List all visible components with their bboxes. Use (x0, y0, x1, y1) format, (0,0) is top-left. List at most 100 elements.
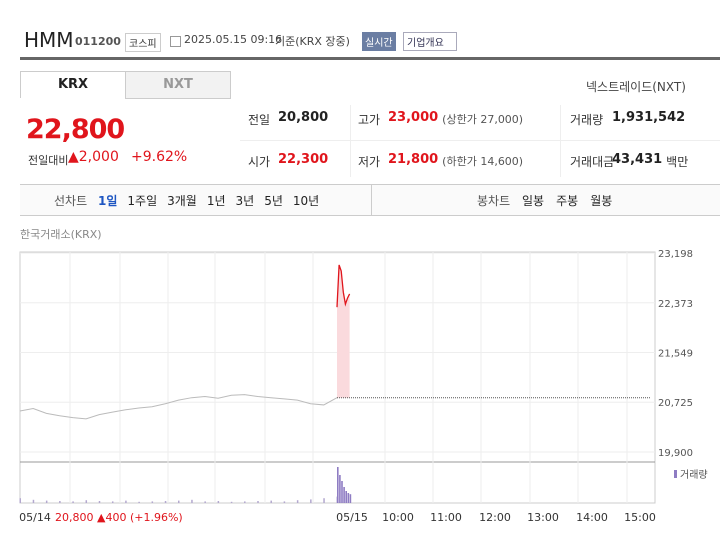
volume-bar (339, 475, 341, 503)
stat-label: 거래대금 (570, 155, 615, 169)
y-tick-label: 22,373 (658, 299, 693, 310)
today-area (337, 264, 350, 398)
line-chart-label: 선차트 (54, 194, 88, 208)
volume-bar (349, 494, 352, 503)
candle-tab[interactable]: 주봉 (556, 194, 579, 208)
volume-bar (341, 481, 343, 503)
stat-unit: 백만 (666, 155, 689, 169)
volume-bar (217, 501, 220, 503)
period-tab[interactable]: 5년 (264, 194, 283, 208)
stats-divider (350, 105, 351, 177)
nextrade-link[interactable]: 넥스트레이드(NXT) (586, 80, 686, 94)
volume-bar (323, 498, 325, 503)
stat-value: 22,300 (278, 152, 329, 167)
x-tick-label: 13:00 (527, 511, 559, 524)
volume-bar (45, 500, 48, 503)
change-amount: ▲2,000 (68, 149, 119, 165)
volume-bar (151, 501, 154, 503)
volume-bar (204, 501, 206, 503)
company-button[interactable]: 기업개요 (403, 32, 457, 51)
stat-value: 43,431 (612, 152, 663, 167)
calendar-icon (170, 36, 181, 47)
stat-label: 저가 (358, 155, 381, 169)
volume-bar (111, 501, 114, 503)
chart-source: 한국거래소(KRX) (20, 228, 102, 241)
volume-legend: 거래량 (680, 469, 708, 481)
x-tick-label: 05/15 (336, 511, 368, 524)
tab-nxt[interactable]: NXT (125, 71, 231, 99)
volume-bar (164, 501, 167, 503)
stock-code: 011200 (75, 35, 121, 48)
volume-bar (85, 500, 88, 503)
period-tab[interactable]: 1일 (98, 194, 118, 208)
period-tab[interactable]: 3개월 (167, 194, 197, 208)
period-divider (371, 184, 372, 215)
volume-bar (19, 498, 21, 503)
volume-bar (347, 493, 350, 503)
volume-bar (296, 500, 299, 503)
volume-bar (32, 499, 35, 503)
volume-bar (72, 501, 74, 503)
volume-bar (98, 501, 101, 503)
stat-label: 거래량 (570, 113, 604, 127)
volume-bar (345, 491, 347, 503)
current-price: 22,800 (26, 114, 125, 145)
stat-label: 전일 (248, 113, 271, 127)
period-bar (20, 184, 720, 216)
change-rate: +9.62% (131, 149, 188, 165)
prev-day-line (19, 394, 338, 420)
footer-summary: 20,800 ▲400 (+1.96%) (55, 511, 183, 524)
volume-bar (244, 501, 246, 503)
stat-value: 23,000 (388, 110, 439, 125)
volume-bar (310, 499, 312, 503)
x-tick-label: 12:00 (479, 511, 511, 524)
stat-note: (상한가 27,000) (442, 113, 524, 126)
stat-value: 1,931,542 (612, 110, 686, 125)
volume-bar (283, 501, 286, 503)
period-tab[interactable]: 1주일 (127, 194, 158, 208)
stock-name: HMM (24, 28, 74, 52)
x-tick-label: 11:00 (430, 511, 462, 524)
volume-bar (257, 501, 259, 503)
header-rule (20, 57, 720, 60)
change-label: 전일대비 (28, 154, 69, 167)
volume-bar (191, 499, 193, 503)
volume-bar (270, 500, 272, 503)
datetime: 2025.05.15 09:16 (184, 33, 283, 46)
volume-bar (337, 467, 339, 503)
stat-value: 21,800 (388, 152, 439, 167)
market-badge: 코스피 (125, 33, 161, 52)
volume-bar (230, 501, 233, 503)
y-tick-label: 23,198 (658, 249, 693, 260)
today-line (336, 264, 351, 308)
stat-value: 20,800 (278, 110, 329, 125)
candle-tab[interactable]: 일봉 (522, 194, 545, 208)
stat-note: (하한가 14,600) (442, 155, 524, 168)
basis: 기준(KRX 장중) (275, 35, 350, 48)
stat-label: 시가 (248, 155, 271, 169)
realtime-button[interactable]: 실시간 (362, 32, 396, 51)
candle-tab[interactable]: 월봉 (590, 194, 613, 208)
period-tab[interactable]: 3년 (235, 194, 255, 208)
volume-bar (138, 501, 140, 503)
volume-bar (178, 500, 180, 503)
x-tick-label: 14:00 (576, 511, 608, 524)
x-tick-label: 15:00 (624, 511, 656, 524)
y-tick-label: 20,725 (658, 398, 693, 409)
period-tab[interactable]: 1년 (206, 194, 226, 208)
stats-divider (240, 140, 720, 141)
x-tick-label: 05/14 (19, 511, 51, 524)
volume-bar (343, 487, 345, 503)
stat-label: 고가 (358, 113, 381, 127)
period-tab[interactable]: 10년 (292, 194, 320, 208)
x-tick-label: 10:00 (382, 511, 414, 524)
candle-chart-label: 봉차트 (477, 194, 511, 208)
volume-legend-swatch (674, 470, 677, 478)
volume-bar (59, 501, 61, 503)
volume-bar (125, 500, 127, 503)
y-tick-label: 21,549 (658, 349, 693, 360)
stats-divider (560, 105, 561, 177)
